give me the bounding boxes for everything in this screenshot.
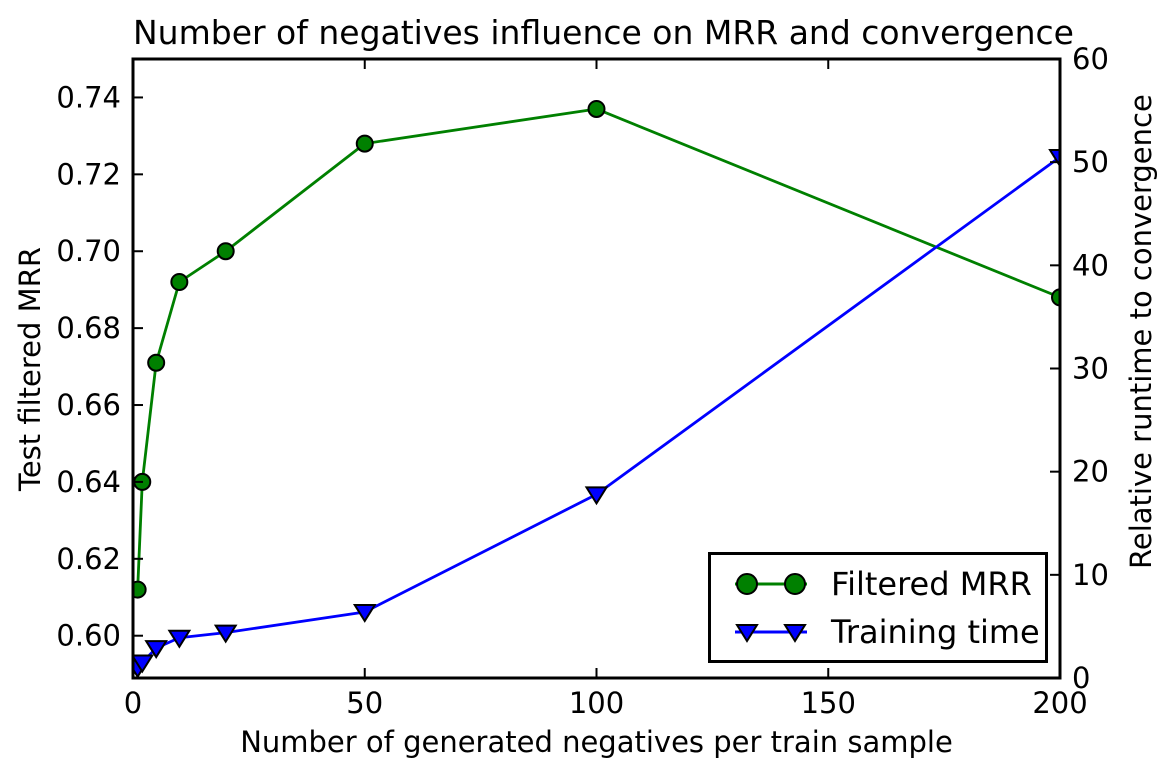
triangle-down-marker-icon — [783, 624, 807, 643]
y-tick-label-right: 30 — [1072, 352, 1109, 386]
series-line-filtered-mrr — [136, 107, 1060, 590]
data-point-filtered-mrr — [170, 272, 189, 291]
data-point-training-time — [167, 629, 192, 649]
data-point-filtered-mrr — [1051, 288, 1060, 307]
y-tick-label-left: 0.70 — [56, 234, 121, 268]
y-tick-label-right: 10 — [1072, 558, 1109, 592]
y-tick-label-left: 0.66 — [56, 388, 121, 422]
series-group — [133, 99, 1060, 678]
circle-marker-icon — [784, 573, 806, 595]
y-tick-label-right: 60 — [1072, 42, 1109, 76]
y-tick-label-left: 0.60 — [56, 619, 121, 653]
legend-label: Filtered MRR — [831, 565, 1032, 603]
filtered-mrr-line-sample — [735, 573, 807, 595]
y-tick-label-left: 0.62 — [56, 542, 121, 576]
y-tick-label-right: 40 — [1072, 248, 1109, 282]
x-tick-label: 200 — [1032, 686, 1087, 720]
data-point-filtered-mrr — [355, 134, 374, 153]
legend-item-filtered-mrr: Filtered MRR — [723, 560, 1045, 608]
x-tick-label: 50 — [346, 686, 383, 720]
x-tick-label: 100 — [569, 686, 624, 720]
triangle-down-marker-icon — [735, 624, 759, 643]
y-tick-label-left: 0.72 — [56, 157, 121, 191]
y-tick-label-left: 0.74 — [56, 80, 121, 114]
data-point-training-time — [213, 624, 238, 644]
legend: Filtered MRR Training time — [708, 552, 1048, 663]
y-tick-label-right: 20 — [1072, 455, 1109, 489]
data-point-training-time — [133, 654, 155, 674]
data-point-training-time — [584, 486, 609, 506]
data-point-training-time — [352, 603, 377, 623]
data-point-training-time — [144, 640, 168, 659]
x-tick-label: 150 — [801, 686, 856, 720]
circle-marker-icon — [736, 573, 758, 595]
legend-item-training-time: Training time — [723, 608, 1045, 656]
training-time-line-sample — [735, 624, 807, 643]
data-point-filtered-mrr — [587, 99, 606, 118]
data-point-filtered-mrr — [133, 580, 147, 599]
x-axis-label: Number of generated negatives per train … — [240, 725, 953, 759]
x-tick-label: 0 — [124, 686, 142, 720]
y-tick-label-right: 0 — [1072, 661, 1090, 695]
legend-label: Training time — [831, 613, 1040, 651]
y-tick-label-left: 0.64 — [56, 465, 121, 499]
y-tick-label-right: 50 — [1072, 145, 1109, 179]
data-point-filtered-mrr — [147, 353, 166, 372]
y-axis-label-left: Test filtered MRR — [13, 247, 47, 491]
y-axis-label-right: Relative runtime to convergence — [1124, 94, 1158, 569]
data-point-filtered-mrr — [216, 242, 235, 261]
chart-title: Number of negatives influence on MRR and… — [133, 13, 1074, 52]
y-tick-label-left: 0.68 — [56, 311, 121, 345]
